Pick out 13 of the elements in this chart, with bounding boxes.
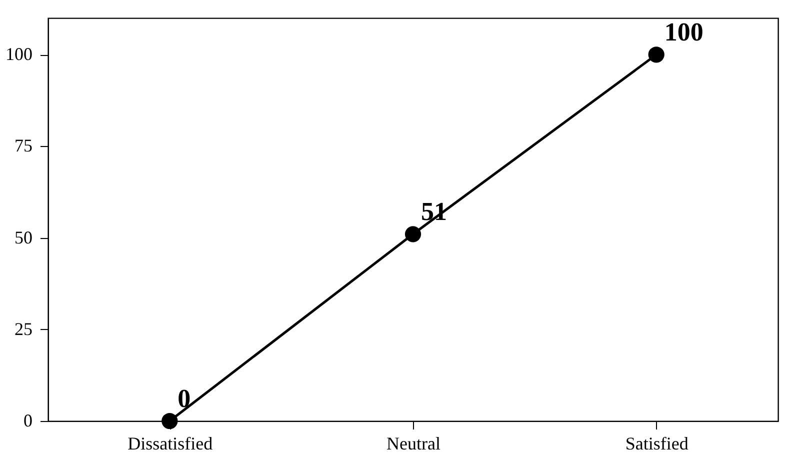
x-tick-label: Neutral — [386, 434, 440, 454]
data-label: 0 — [178, 384, 191, 413]
y-tick-label: 50 — [14, 227, 32, 248]
data-label: 100 — [664, 18, 704, 47]
point — [648, 46, 664, 63]
y-tick-label: 75 — [14, 136, 32, 156]
point — [162, 412, 178, 430]
point — [404, 226, 422, 242]
y-tick-label: 25 — [14, 318, 32, 339]
y-tick-label: 0 — [24, 410, 32, 430]
x-tick-label: Dissatisfied — [128, 434, 213, 454]
x-tick-label: Satisfied — [625, 434, 688, 454]
y-tick-label: 100 — [6, 44, 32, 64]
